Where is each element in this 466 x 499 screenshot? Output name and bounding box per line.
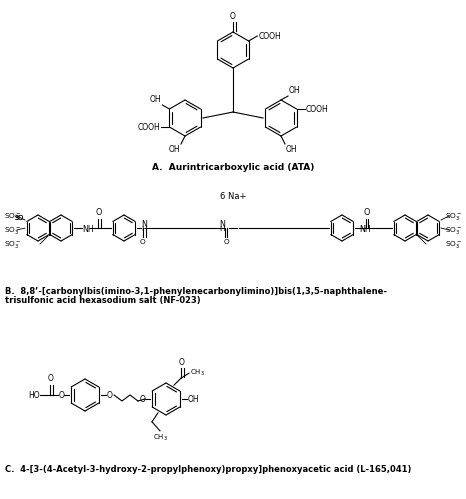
Text: SO$_3^-$: SO$_3^-$: [445, 239, 462, 250]
Text: H: H: [219, 226, 225, 232]
Text: SO$_3^-$: SO$_3^-$: [445, 211, 462, 222]
Text: OH: OH: [286, 145, 298, 154]
Text: SO: SO: [14, 215, 24, 221]
Text: O: O: [59, 391, 65, 400]
Text: O: O: [230, 12, 236, 21]
Text: OH: OH: [289, 86, 301, 95]
Text: SO$_3^-$: SO$_3^-$: [445, 225, 462, 236]
Text: HO: HO: [28, 391, 40, 400]
Text: O: O: [179, 358, 185, 367]
Text: trisulfonic acid hexasodium salt (NF-023): trisulfonic acid hexasodium salt (NF-023…: [5, 296, 201, 305]
Text: N: N: [141, 220, 147, 229]
Text: 6 Na+: 6 Na+: [220, 192, 246, 201]
Text: B.  8,8’-[carbonylbis(imino-3,1-phenylenecarbonylimino)]bis(1,3,5-naphthalene-: B. 8,8’-[carbonylbis(imino-3,1-phenylene…: [5, 287, 387, 296]
Text: COOH: COOH: [306, 104, 329, 113]
Text: OH: OH: [188, 395, 199, 404]
Text: O: O: [140, 395, 146, 404]
Text: SO: SO: [14, 215, 24, 221]
Text: C.  4-[3-(4-Acetyl-3-hydroxy-2-propylphenoxy)propxy]phenoxyacetic acid (L-165,04: C. 4-[3-(4-Acetyl-3-hydroxy-2-propylphen…: [5, 465, 411, 474]
Text: O: O: [48, 374, 54, 383]
Text: O: O: [224, 239, 230, 245]
Text: CH$_3$: CH$_3$: [152, 433, 167, 443]
Text: O: O: [107, 391, 113, 400]
Text: O: O: [364, 208, 370, 217]
Text: COOH: COOH: [137, 122, 160, 132]
Text: A.  Aurintricarboxylic acid (ATA): A. Aurintricarboxylic acid (ATA): [152, 163, 314, 172]
Text: OH: OH: [168, 145, 180, 154]
Text: CH$_3$: CH$_3$: [190, 368, 205, 378]
Text: SO$_3^-$: SO$_3^-$: [4, 211, 21, 222]
Text: NH: NH: [82, 225, 94, 234]
Text: O: O: [96, 208, 102, 217]
Text: OH: OH: [150, 95, 161, 104]
Text: SO$_3^-$: SO$_3^-$: [4, 225, 21, 236]
Text: SO$_3^-$: SO$_3^-$: [4, 239, 21, 250]
Text: COOH: COOH: [258, 31, 281, 40]
Text: O: O: [140, 239, 146, 245]
Text: H: H: [141, 226, 146, 232]
Text: N: N: [219, 220, 225, 229]
Text: NH: NH: [359, 225, 371, 234]
